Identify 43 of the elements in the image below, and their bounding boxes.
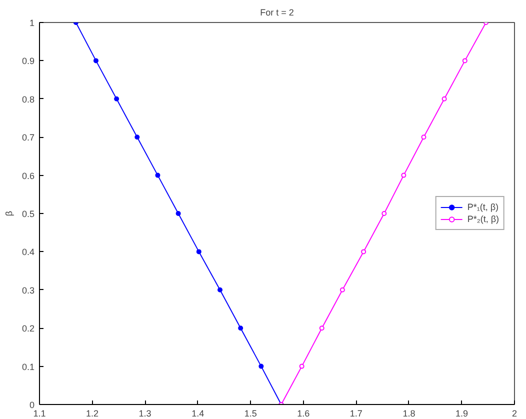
y-tick-label: 0.9 bbox=[22, 56, 35, 66]
y-tick-label: 0.3 bbox=[22, 285, 35, 296]
point bbox=[196, 249, 202, 254]
point bbox=[134, 134, 140, 140]
legend-label: P*₁(t, β) bbox=[467, 201, 499, 213]
point bbox=[218, 287, 222, 292]
point bbox=[462, 58, 468, 64]
chart-title: For t = 2 bbox=[260, 8, 294, 18]
x-tick-label: 2 bbox=[512, 408, 518, 418]
y-tick-label: 0.2 bbox=[22, 324, 35, 334]
y-tick-label: 0.1 bbox=[22, 362, 35, 372]
y-tick-label: 0.8 bbox=[22, 94, 35, 104]
y-tick-label: 1 bbox=[29, 18, 35, 28]
point bbox=[176, 211, 181, 216]
y-tick-label: 0 bbox=[29, 400, 35, 410]
x-tick-label: 1.2 bbox=[86, 408, 99, 418]
y-tick-label: 0.4 bbox=[22, 247, 35, 258]
point bbox=[114, 96, 120, 102]
y-tick-label: 0.6 bbox=[22, 170, 35, 181]
y-tick-label: 0.5 bbox=[22, 209, 35, 219]
legend-label: P*₂(t, β) bbox=[467, 213, 499, 225]
x-tick-label: 1.7 bbox=[350, 408, 362, 418]
point bbox=[340, 287, 345, 292]
point bbox=[401, 172, 406, 178]
x-tick-label: 1.6 bbox=[297, 408, 310, 418]
point bbox=[442, 96, 447, 102]
y-axis-title: β bbox=[4, 210, 14, 216]
x-tick-label: 1.4 bbox=[192, 408, 204, 418]
x-tick-label: 1.3 bbox=[138, 408, 152, 418]
point bbox=[421, 134, 426, 140]
x-tick-label: 1.9 bbox=[455, 408, 468, 418]
point bbox=[319, 326, 324, 331]
point bbox=[382, 211, 387, 216]
point bbox=[361, 249, 366, 254]
x-tick-label: 1.5 bbox=[244, 408, 257, 418]
y-tick-label: 0.7 bbox=[22, 132, 35, 143]
point bbox=[258, 364, 264, 369]
point bbox=[155, 172, 160, 178]
x-tick-label: 1.1 bbox=[33, 408, 46, 418]
point bbox=[238, 326, 244, 331]
x-tick-label: 1.8 bbox=[402, 408, 416, 418]
point bbox=[93, 58, 98, 64]
point bbox=[299, 364, 304, 369]
